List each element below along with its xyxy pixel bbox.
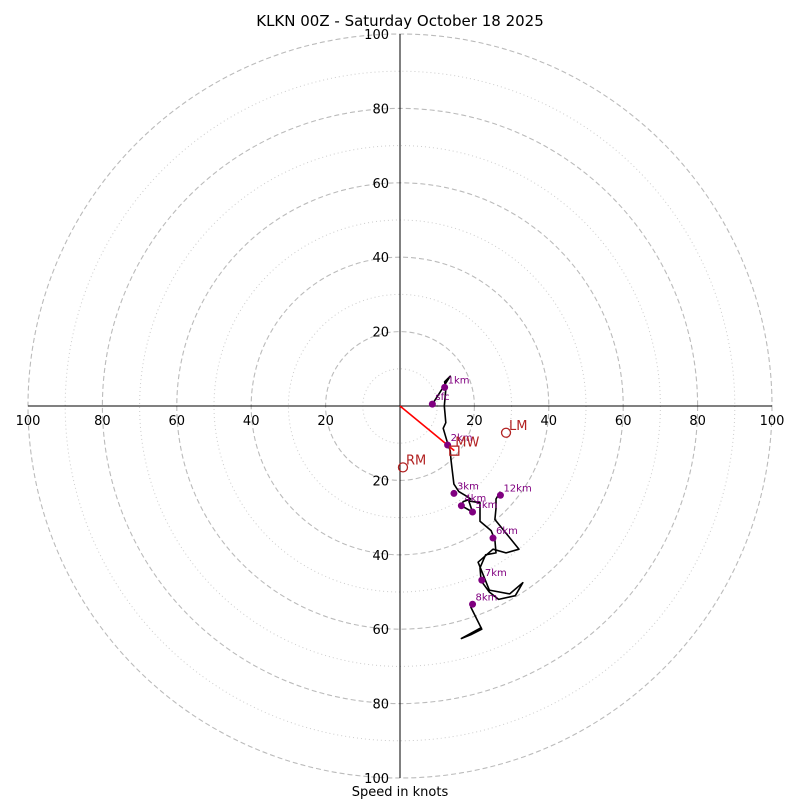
y-tick-label: 100 xyxy=(364,772,389,787)
height-point-sfc: sfc xyxy=(428,392,450,408)
height-point-label: 1km xyxy=(448,375,470,386)
height-point-label: 3km xyxy=(457,481,479,492)
height-point-8km: 8km xyxy=(469,592,497,608)
chart-title: KLKN 00Z - Saturday October 18 2025 xyxy=(256,12,544,30)
height-point-marker xyxy=(457,502,465,510)
height-point-label: 5km xyxy=(476,500,498,511)
lm-label: LM xyxy=(509,419,527,434)
x-tick-label: 100 xyxy=(760,414,785,429)
height-point-marker xyxy=(489,534,497,542)
height-point-marker xyxy=(428,400,436,408)
rm-label: RM xyxy=(406,453,426,468)
x-tick-label: 80 xyxy=(689,414,706,429)
x-tick-label: 80 xyxy=(94,414,111,429)
hodograph-trace-tail xyxy=(460,606,483,640)
height-point-4km: 4km xyxy=(457,494,486,510)
height-point-marker xyxy=(450,489,458,497)
height-point-label: 4km xyxy=(464,494,486,505)
height-point-1km: 1km xyxy=(441,375,470,391)
y-tick-label: 80 xyxy=(372,102,389,117)
lm-marker xyxy=(500,427,512,438)
hodograph-trace-layer xyxy=(431,375,524,640)
height-point-5km: 5km xyxy=(469,500,497,516)
height-point-label: sfc xyxy=(435,392,449,403)
y-tick-label: 80 xyxy=(372,698,389,713)
y-tick-label: 20 xyxy=(372,474,389,489)
height-point-label: 12km xyxy=(503,483,531,494)
tick-labels: 100 80 60 40 20 20 40 60 80 100 100 80 60 40 20 20 40 60 8… xyxy=(16,28,785,787)
y-tick-label: 60 xyxy=(372,177,389,192)
height-point-label: 8km xyxy=(476,592,498,603)
height-point-marker xyxy=(478,576,486,584)
height-point-12km: 12km xyxy=(496,483,532,499)
storm-motion-layer: RM LM MW xyxy=(397,419,527,473)
x-tick-label: 20 xyxy=(317,414,334,429)
height-point-label: 6km xyxy=(496,526,518,537)
x-tick-label: 40 xyxy=(541,414,558,429)
height-point-marker xyxy=(496,491,504,499)
rm-marker xyxy=(397,462,409,473)
height-point-6km: 6km xyxy=(489,526,518,542)
y-tick-label: 100 xyxy=(364,28,389,43)
height-point-marker xyxy=(469,508,477,516)
x-tick-label: 20 xyxy=(466,414,483,429)
x-axis-label: Speed in knots xyxy=(352,785,449,800)
height-point-label: 7km xyxy=(485,568,507,579)
x-tick-label: 100 xyxy=(16,414,41,429)
height-point-label: 2km xyxy=(451,433,473,444)
height-point-3km: 3km xyxy=(450,481,479,497)
hodograph-trace xyxy=(431,375,524,601)
y-tick-label: 40 xyxy=(372,549,389,564)
y-tick-label: 60 xyxy=(372,623,389,638)
height-point-marker xyxy=(441,383,449,391)
x-tick-label: 40 xyxy=(243,414,260,429)
height-point-7km: 7km xyxy=(478,568,507,584)
height-point-marker xyxy=(469,600,477,608)
mw-label: MW xyxy=(455,436,479,451)
mw-marker xyxy=(449,445,460,456)
y-tick-label: 40 xyxy=(372,251,389,266)
y-tick-label: 20 xyxy=(372,326,389,341)
x-tick-label: 60 xyxy=(169,414,186,429)
x-tick-label: 60 xyxy=(615,414,632,429)
